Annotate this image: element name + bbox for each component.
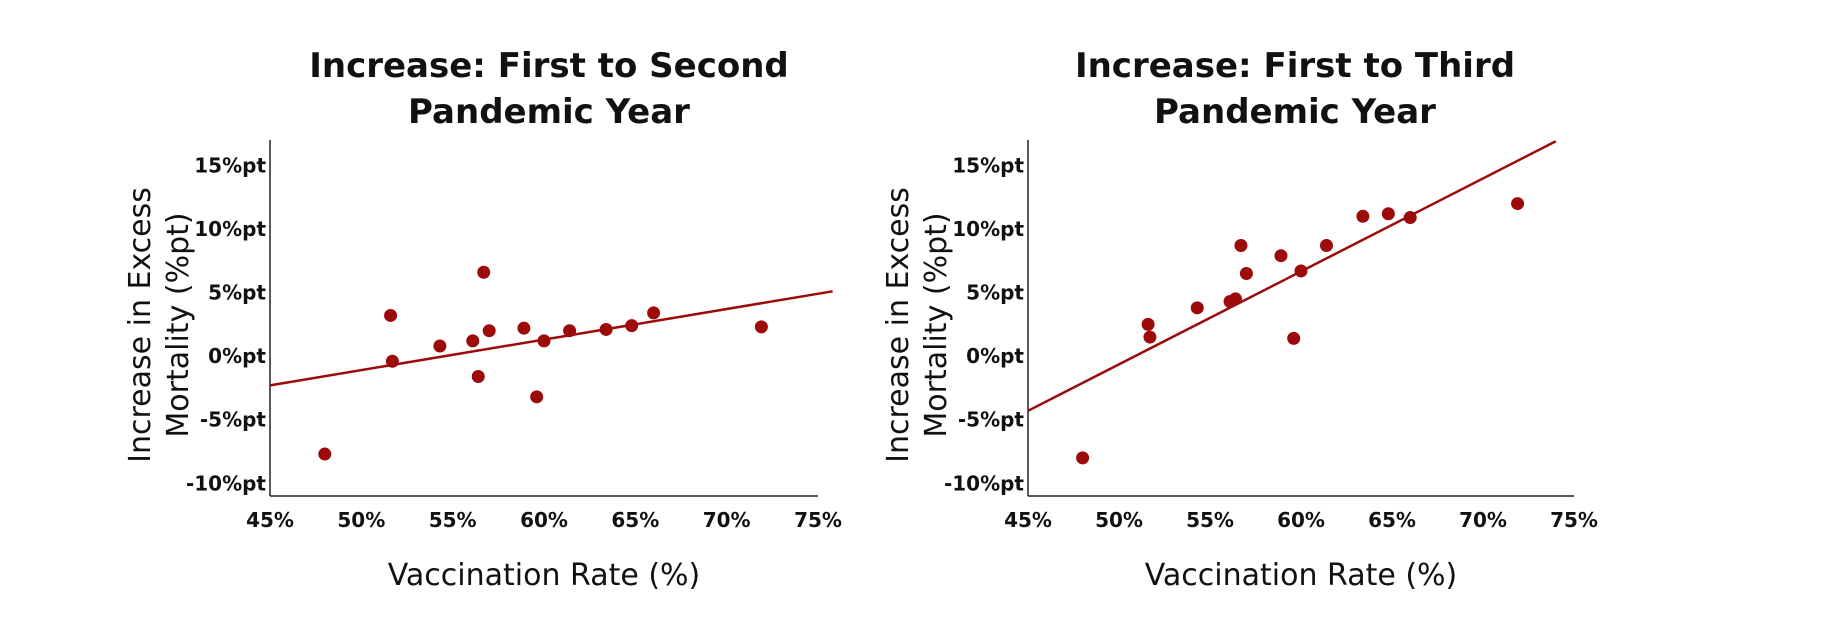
data-point: [1356, 209, 1370, 223]
data-point: [1143, 330, 1157, 344]
y-axis-label-line: Mortality (%pt): [161, 212, 196, 437]
x-tick-label: 70%: [703, 508, 751, 532]
x-tick-label: 50%: [1095, 508, 1143, 532]
y-tick-label: -5%pt: [200, 408, 267, 432]
data-point: [433, 339, 447, 353]
data-point: [599, 322, 613, 336]
y-axis-label-line: Increase in Excess: [881, 187, 916, 463]
data-point: [385, 354, 399, 368]
y-tick-label: -5%pt: [958, 408, 1025, 432]
data-point: [1234, 239, 1248, 253]
data-point: [482, 324, 496, 338]
x-tick-label: 45%: [246, 508, 294, 532]
y-tick-label: 10%pt: [952, 217, 1024, 241]
data-point: [1294, 264, 1308, 278]
y-tick-label: 0%pt: [966, 344, 1024, 368]
data-point: [1287, 331, 1301, 345]
x-tick-label: 50%: [337, 508, 385, 532]
data-point: [1239, 267, 1253, 280]
data-point: [1381, 207, 1395, 221]
y-axis-label-line: Mortality (%pt): [919, 212, 954, 437]
x-tick-label: 65%: [611, 508, 659, 532]
x-tick-label: 60%: [1277, 508, 1325, 532]
y-tick-label: 5%pt: [208, 281, 266, 305]
chart-1: Increase: First to Second Pandemic Year -1…: [123, 46, 842, 593]
data-point: [1141, 317, 1155, 331]
data-point: [537, 334, 551, 348]
data-point: [1319, 239, 1333, 253]
chart-title: Increase: First to Second Pandemic Year: [309, 46, 789, 132]
x-tick-label: 65%: [1368, 508, 1416, 532]
data-point: [1274, 249, 1288, 263]
y-tick-label: 15%pt: [952, 153, 1024, 177]
x-tick-label: 70%: [1459, 508, 1507, 532]
data-point: [1511, 197, 1525, 211]
x-tick-label: 60%: [520, 508, 568, 532]
chart-title-line: Pandemic Year: [408, 92, 690, 132]
x-tick-label: 55%: [429, 508, 477, 532]
data-point: [1076, 451, 1090, 465]
x-tick-label: 75%: [1550, 508, 1598, 532]
x-tick-label: 75%: [794, 508, 842, 532]
data-point: [517, 321, 531, 335]
x-axis-label: Vaccination Rate (%): [1145, 558, 1458, 593]
x-tick-label: 45%: [1004, 508, 1052, 532]
y-tick-label: 0%pt: [208, 344, 266, 368]
chart-2: Increase: First to Third Pandemic Year -10…: [881, 46, 1598, 593]
y-tick-label: 15%pt: [194, 153, 266, 177]
chart-title: Increase: First to Third Pandemic Year: [1075, 46, 1515, 132]
y-axis-label-line: Increase in Excess: [123, 187, 158, 463]
chart-title-line: Pandemic Year: [1154, 92, 1436, 132]
y-tick-label: -10%pt: [186, 471, 266, 495]
x-axis-label: Vaccination Rate (%): [388, 558, 701, 593]
y-tick-label: 5%pt: [966, 281, 1024, 305]
data-point: [647, 306, 661, 320]
data-point: [625, 319, 639, 333]
data-point: [384, 308, 398, 322]
chart-title-line: Increase: First to Second: [309, 46, 789, 86]
chart-title-line: Increase: First to Third: [1075, 46, 1515, 86]
data-point: [754, 320, 768, 334]
data-point: [466, 334, 480, 348]
data-point: [471, 369, 485, 383]
trend-line: [269, 290, 833, 387]
data-point: [1228, 292, 1242, 306]
data-point: [318, 447, 332, 461]
data-point: [1403, 211, 1417, 225]
data-point: [1190, 301, 1204, 315]
data-point: [477, 265, 491, 279]
data-point: [530, 390, 544, 404]
y-tick-label: -10%pt: [944, 471, 1024, 495]
y-axis-label: Increase in Excess Mortality (%pt): [123, 187, 196, 463]
trend-line: [1027, 140, 1557, 412]
y-axis-label: Increase in Excess Mortality (%pt): [881, 187, 954, 463]
y-tick-label: 10%pt: [194, 217, 266, 241]
data-point: [563, 324, 577, 338]
x-tick-label: 55%: [1186, 508, 1234, 532]
